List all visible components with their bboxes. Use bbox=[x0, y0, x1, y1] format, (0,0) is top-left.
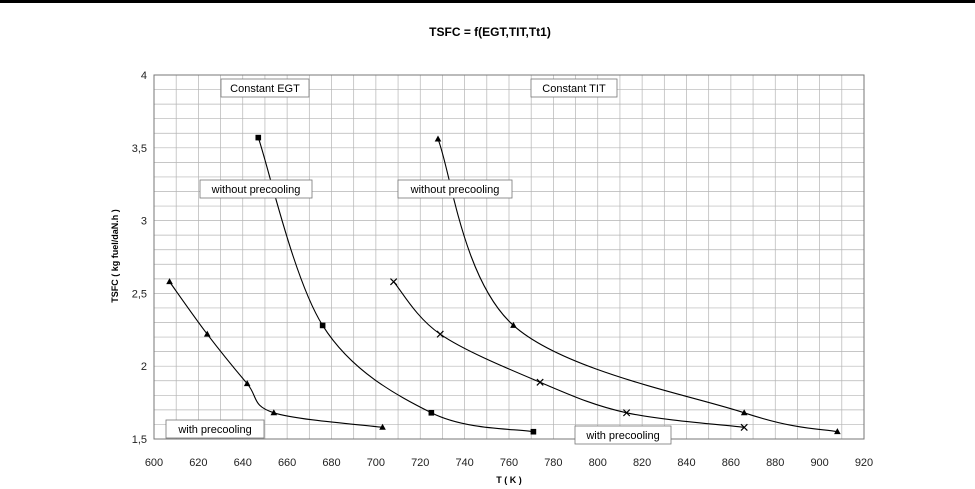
series-4-point bbox=[834, 428, 841, 435]
x-tick-label: 900 bbox=[810, 457, 828, 469]
annotation-with-precooling-tit-text: with precooling bbox=[585, 430, 659, 442]
y-tick-label: 1,5 bbox=[132, 434, 147, 446]
series-3-point bbox=[740, 423, 748, 431]
x-tick-label: 760 bbox=[500, 457, 518, 469]
series-group bbox=[166, 134, 841, 435]
series-2-point bbox=[319, 322, 326, 329]
annotation-with-precooling-egt: with precooling bbox=[165, 419, 265, 439]
series-4-point bbox=[740, 409, 748, 416]
x-tick-label: 740 bbox=[455, 457, 473, 469]
series-1-line bbox=[169, 281, 383, 428]
x-tick-label: 660 bbox=[278, 457, 296, 469]
series-4-line bbox=[437, 138, 838, 433]
x-tick-label: 620 bbox=[189, 457, 207, 469]
top-rule bbox=[0, 0, 975, 3]
x-tick-label: 820 bbox=[633, 457, 651, 469]
annotation-constant-egt: Constant EGT bbox=[220, 78, 310, 98]
series-3-point bbox=[436, 330, 444, 338]
grid bbox=[153, 74, 865, 440]
x-tick-label: 640 bbox=[234, 457, 252, 469]
series-2-point bbox=[255, 134, 262, 141]
series-4-point bbox=[510, 321, 517, 328]
annotation-without-precooling-tit-text: without precooling bbox=[410, 184, 500, 196]
series-1-point bbox=[166, 278, 173, 285]
annotation-with-precooling-tit: with precooling bbox=[574, 425, 672, 445]
annotation-constant-egt-text: Constant EGT bbox=[230, 83, 300, 95]
series-1-point bbox=[270, 409, 278, 416]
y-tick-label: 3,5 bbox=[132, 143, 147, 155]
x-tick-label: 800 bbox=[589, 457, 607, 469]
x-axis-label: T ( K ) bbox=[496, 475, 522, 485]
plot-frame bbox=[153, 74, 865, 440]
y-tick-label: 3 bbox=[141, 216, 147, 228]
x-tick-label: 780 bbox=[544, 457, 562, 469]
annotation-with-precooling-egt-text: with precooling bbox=[177, 424, 251, 436]
x-tick-label: 860 bbox=[722, 457, 740, 469]
x-tick-label: 920 bbox=[855, 457, 873, 469]
x-axis-ticks: 600 620 640 660 680 700 720 740 760 780 800 820 840 8… bbox=[145, 457, 873, 469]
series-2-point bbox=[428, 409, 435, 416]
y-axis-label: TSFC ( kg fuel/daN.h ) bbox=[110, 209, 120, 303]
y-tick-label: 4 bbox=[141, 70, 147, 82]
series-3-point bbox=[622, 409, 631, 417]
annotation-without-precooling-tit: without precooling bbox=[397, 179, 513, 199]
annotation-without-precooling-egt-text: without precooling bbox=[211, 184, 301, 196]
annotation-without-precooling-egt: without precooling bbox=[199, 179, 313, 199]
series-2-point bbox=[530, 428, 537, 435]
annotations: Constant EGT Constant TIT without precoo… bbox=[165, 78, 672, 445]
series-1-point bbox=[379, 423, 386, 430]
series-2-line bbox=[257, 137, 534, 433]
y-axis-ticks: 1,5 2 2,5 3 3,5 4 bbox=[132, 70, 147, 446]
series-4-point bbox=[434, 135, 442, 142]
x-tick-label: 880 bbox=[766, 457, 784, 469]
y-tick-label: 2 bbox=[141, 361, 147, 373]
y-tick-label: 2,5 bbox=[132, 288, 147, 300]
chart-title: TSFC = f(EGT,TIT,Tt1) bbox=[429, 25, 551, 39]
annotation-constant-tit-text: Constant TIT bbox=[542, 83, 606, 95]
series-3-point bbox=[390, 278, 398, 286]
x-tick-label: 840 bbox=[677, 457, 695, 469]
x-tick-label: 720 bbox=[411, 457, 429, 469]
x-tick-label: 680 bbox=[322, 457, 340, 469]
series-1-point bbox=[203, 330, 211, 337]
series-3-line bbox=[393, 281, 745, 428]
series-3-point bbox=[536, 378, 544, 386]
x-tick-label: 600 bbox=[145, 457, 163, 469]
x-tick-label: 700 bbox=[367, 457, 385, 469]
series-1-point bbox=[243, 380, 251, 387]
annotation-constant-tit: Constant TIT bbox=[530, 78, 618, 98]
